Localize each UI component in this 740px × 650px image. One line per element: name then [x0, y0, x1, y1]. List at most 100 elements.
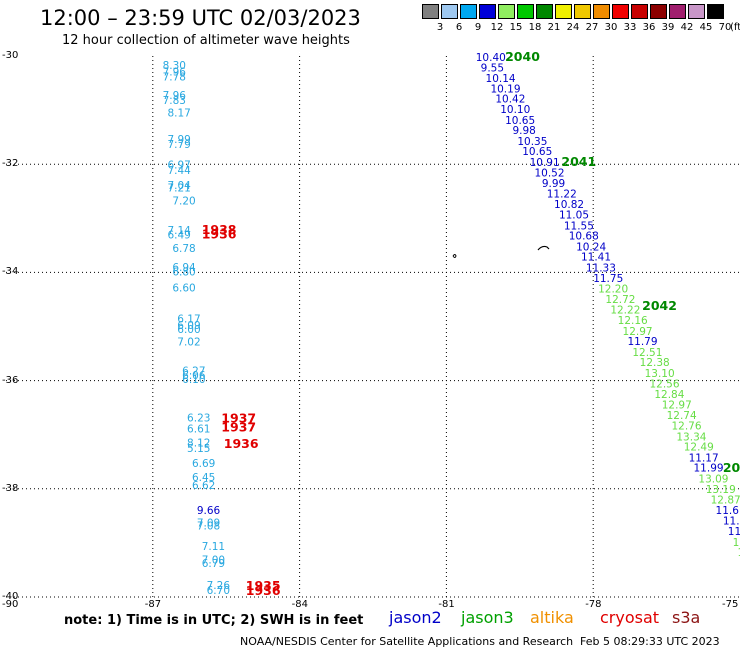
lon-tick-label: -87 [144, 599, 162, 610]
wave-height-value: 6.79 [202, 558, 225, 570]
wave-height-value: 7.44 [167, 165, 191, 177]
wave-height-value: 9.99 [542, 178, 565, 190]
coastline-marks [452, 245, 550, 258]
legend-swatch [479, 4, 496, 19]
lon-tick-label: -75 [722, 599, 739, 610]
wave-height-value: 6.78 [172, 243, 195, 255]
wave-height-value: 11.75 [593, 273, 623, 285]
legend-label: 15 [509, 22, 523, 33]
wave-height-value: 6.62 [192, 480, 215, 492]
legend-swatch [574, 4, 591, 19]
pass-time-label: 1936 [246, 583, 281, 598]
wave-height-value: 13.10 [645, 368, 675, 380]
footer-note: note: 1) Time is in UTC; 2) SWH is in fe… [64, 613, 364, 628]
satellite-name: jason3 [461, 608, 514, 627]
wave-height-value: 10.91 [530, 157, 560, 169]
wave-height-value: 7.09 [197, 517, 220, 529]
pass-time-label: 2042 [642, 298, 677, 313]
pass-time-label: 1937 [221, 420, 256, 435]
wave-height-value: 10.19 [490, 83, 520, 95]
wave-height-value: 7.26 [207, 580, 231, 592]
wave-height-value: 10.65 [522, 146, 552, 158]
wave-height-value: 10.52 [534, 167, 564, 179]
lat-tick-label: -34 [2, 266, 19, 278]
pass-time-label: 1938 [202, 222, 237, 237]
lon-tick-label: -90 [2, 599, 19, 610]
pass-time-label: 1936 [224, 436, 259, 451]
legend-unit: (ft) [730, 22, 740, 33]
wave-height-value: 8.17 [167, 107, 190, 119]
wave-height-value: 6.09 [177, 320, 200, 332]
pass-time-label: 2043 [723, 460, 740, 475]
wave-height-value: 12.87 [711, 495, 740, 507]
wave-height-value: 10.10 [500, 104, 530, 116]
wave-height-value: 12.51 [632, 347, 662, 359]
pass-time-label: 2040 [505, 49, 540, 64]
wave-height-value: 6.17 [177, 313, 200, 325]
legend-label: 3 [436, 22, 444, 33]
wave-height-value: 7.78 [163, 72, 186, 84]
legend-swatch [441, 4, 458, 19]
wave-height-value: 7.11 [202, 541, 225, 553]
island-mark [537, 245, 550, 251]
wave-height-value: 6.97 [167, 160, 190, 172]
wave-height-value: 12.74 [667, 410, 697, 422]
wave-height-value: 13.34 [676, 431, 706, 443]
generated-timestamp: Feb 5 08:29:33 UTC 2023 [580, 635, 720, 648]
wave-height-value: 11.22 [547, 188, 577, 200]
legend-label: 18 [528, 22, 542, 33]
legend-label: 39 [661, 22, 675, 33]
legend-swatch [422, 4, 439, 19]
wave-height-value: 10.24 [576, 241, 606, 253]
legend-swatch [555, 4, 572, 19]
wave-height-value: 13.09 [698, 474, 728, 486]
wave-height-value: 9.66 [197, 505, 221, 517]
legend-swatch [688, 4, 705, 19]
page-subtitle: 12 hour collection of altimeter wave hei… [62, 33, 350, 48]
legend-label: 70 [718, 22, 732, 33]
legend-label: 42 [680, 22, 694, 33]
wave-height-value: 6.61 [187, 424, 210, 436]
wave-height-value: 11.79 [627, 336, 657, 348]
wave-height-value: 7.00 [202, 555, 225, 567]
page-title: 12:00 – 23:59 UTC 02/03/2023 [40, 6, 361, 30]
wave-height-value: 6.45 [192, 472, 215, 484]
wave-height-value: 7.02 [177, 337, 200, 349]
wave-height-value: 11.55 [564, 220, 594, 232]
legend-swatch [631, 4, 648, 19]
legend-swatch [612, 4, 629, 19]
wave-height-value: 9.98 [512, 125, 535, 137]
satellite-name: s3a [672, 608, 701, 627]
wave-height-value: 10.65 [505, 115, 535, 127]
wave-height-value: 7.96 [163, 90, 187, 102]
wave-height-value: 8.12 [187, 437, 210, 449]
legend-swatch [460, 4, 477, 19]
lat-tick-label: -32 [2, 158, 19, 170]
wave-height-value: 7.21 [167, 182, 190, 194]
wave-height-value: 13.19 [706, 484, 736, 496]
pass-time-label: 1936 [202, 226, 237, 241]
wave-height-value: 6.23 [187, 412, 210, 424]
wave-height-value: 11.61 [716, 505, 740, 517]
wave-height-value: 11.87 [728, 526, 740, 538]
legend-label: 27 [585, 22, 599, 33]
wave-height-value: 11.41 [581, 252, 611, 264]
lon-tick-label: -78 [585, 599, 602, 610]
lat-tick-label: -38 [2, 482, 19, 494]
legend-label: 30 [604, 22, 618, 33]
wave-height-value: 11.44 [723, 516, 740, 528]
wave-height-value: 7.83 [163, 95, 186, 107]
wave-height-value: 12.2 [738, 547, 740, 559]
legend-label: 36 [642, 22, 656, 33]
wave-height-value: 7.08 [197, 521, 220, 533]
satellite-name: altika [530, 608, 574, 627]
wave-height-value: 6.49 [167, 230, 190, 242]
pass-time-label: 2041 [561, 154, 596, 169]
wave-height-value: 10.82 [554, 199, 584, 211]
wave-height-value: 8.30 [163, 60, 186, 72]
wave-height-value: 6.80 [172, 266, 195, 278]
wave-height-value: 7.99 [167, 134, 190, 146]
wave-height-value: 12.84 [654, 389, 684, 401]
lat-tick-label: -36 [2, 374, 19, 386]
